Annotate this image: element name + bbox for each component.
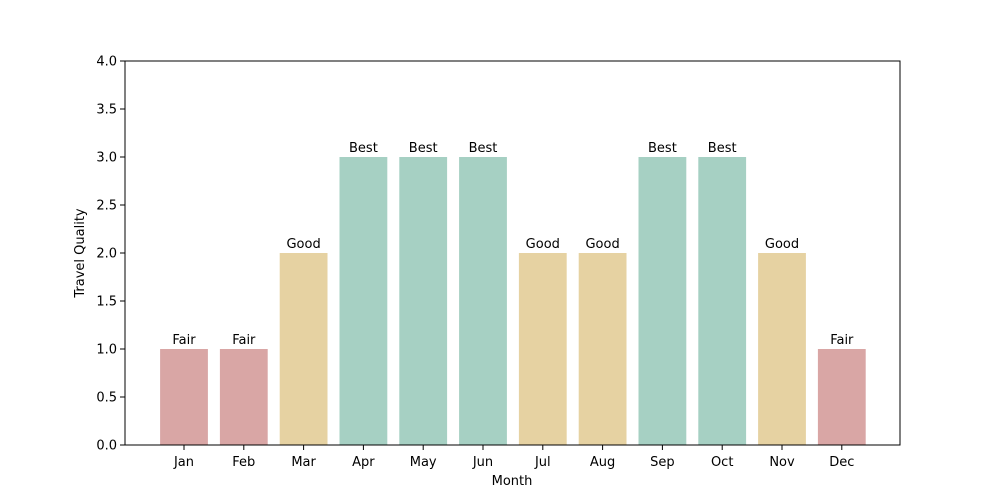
bar-label-oct: Best	[708, 141, 737, 156]
bars-group	[160, 157, 866, 445]
y-tick-label: 4.0	[96, 55, 117, 70]
bar-label-feb: Fair	[232, 333, 256, 348]
x-tick-label-sep: Sep	[650, 455, 675, 470]
x-tick-label-apr: Apr	[352, 455, 375, 470]
y-axis-label: Travel Quality	[73, 208, 88, 299]
bar-aug	[578, 253, 627, 445]
bar-label-jul: Good	[526, 237, 560, 252]
x-tick-label-oct: Oct	[711, 455, 733, 470]
bar-label-apr: Best	[349, 141, 378, 156]
bar-jul	[518, 253, 567, 445]
bar-may	[399, 157, 448, 445]
bar-mar	[279, 253, 328, 445]
bar-label-jan: Fair	[172, 333, 196, 348]
bar-feb	[219, 349, 268, 445]
x-tick-label-dec: Dec	[829, 455, 854, 470]
x-tick-label-jun: Jun	[472, 455, 493, 470]
y-tick-label: 2.5	[96, 199, 117, 214]
bar-label-mar: Good	[286, 237, 320, 252]
bar-label-jun: Best	[469, 141, 498, 156]
x-tick-label-mar: Mar	[291, 455, 316, 470]
x-tick-label-nov: Nov	[769, 455, 795, 470]
x-tick-label-feb: Feb	[232, 455, 255, 470]
bar-sep	[638, 157, 687, 445]
y-tick-label: 2.0	[96, 247, 117, 262]
y-tick-label: 3.5	[96, 103, 117, 118]
x-axis-label: Month	[492, 474, 533, 489]
bar-label-sep: Best	[648, 141, 677, 156]
bar-label-may: Best	[409, 141, 438, 156]
bar-label-aug: Good	[585, 237, 619, 252]
bar-dec	[817, 349, 866, 445]
bar-jan	[160, 349, 208, 445]
x-tick-label-jan: Jan	[173, 455, 194, 470]
y-tick-label: 0.5	[96, 391, 117, 406]
bar-jun	[459, 157, 507, 445]
x-tick-label-jul: Jul	[534, 455, 551, 470]
y-tick-label: 1.0	[96, 343, 117, 358]
bar-oct	[698, 157, 747, 445]
y-tick-label: 3.0	[96, 151, 117, 166]
y-axis: 0.0 0.5 1.0 1.5 2.0 2.5 3.0 3.5 4.0	[96, 55, 125, 454]
bar-label-nov: Good	[765, 237, 799, 252]
x-tick-label-aug: Aug	[590, 455, 615, 470]
y-tick-label: 1.5	[96, 295, 117, 310]
y-tick-label: 0.0	[96, 439, 117, 454]
bar-labels-group: Fair Fair Good Best Best Best Good Good Best Best…	[172, 141, 854, 348]
bar-apr	[339, 157, 388, 445]
x-tick-label-may: May	[410, 455, 437, 470]
bar-label-dec: Fair	[830, 333, 854, 348]
x-axis: Jan Feb Mar Apr May Jun Jul Aug Sep Oct Nov Dec	[173, 445, 854, 470]
bar-nov	[758, 253, 806, 445]
